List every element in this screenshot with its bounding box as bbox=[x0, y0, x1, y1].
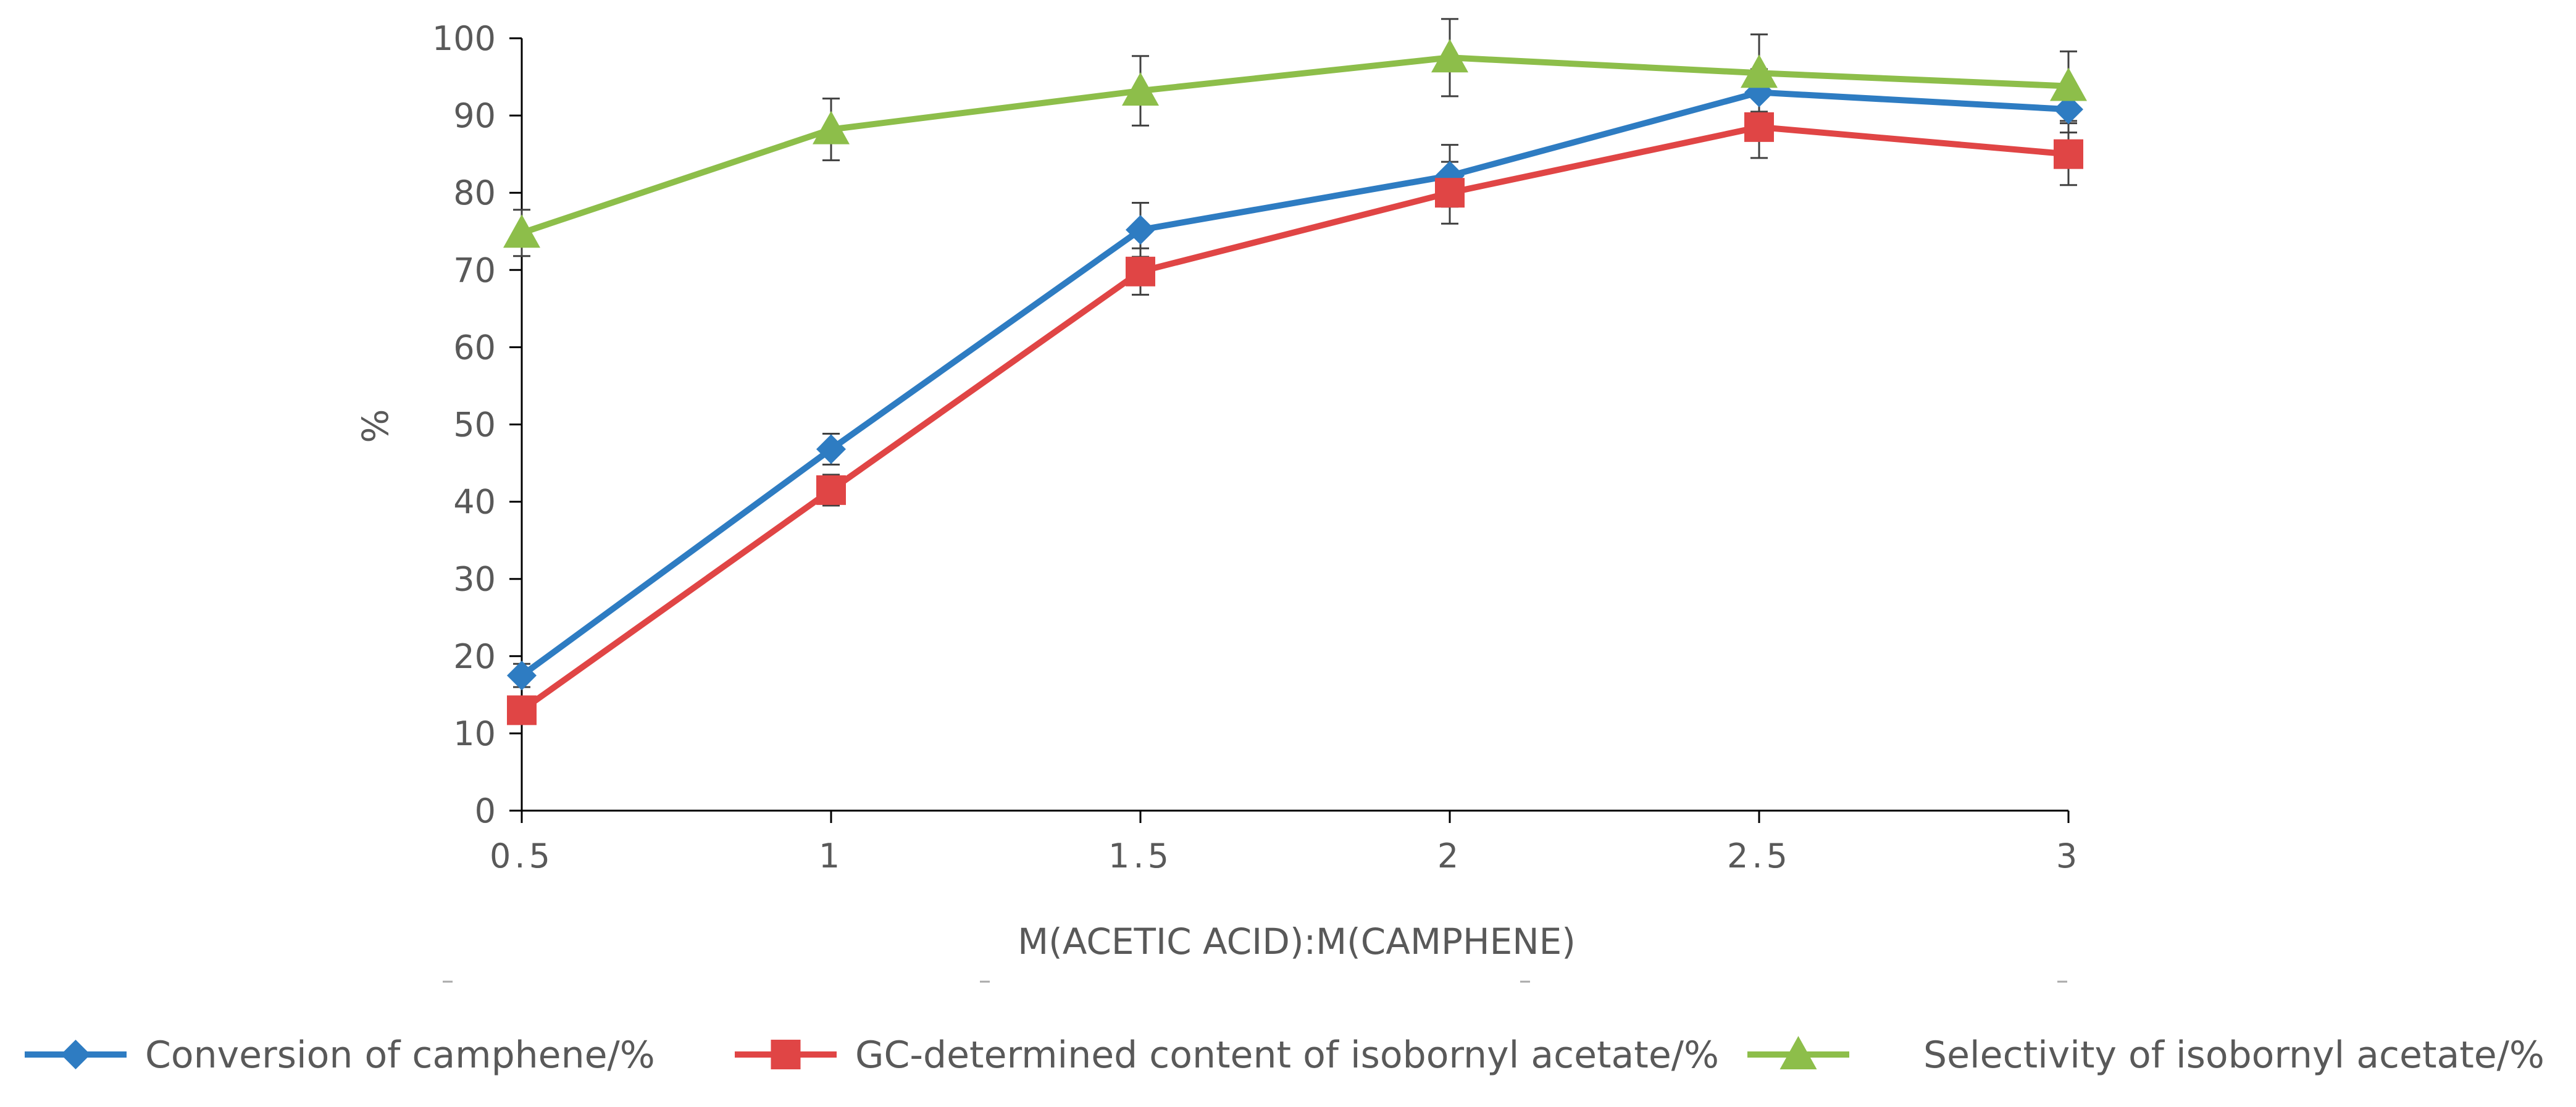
data-point bbox=[507, 695, 537, 725]
legend-marker bbox=[61, 1040, 91, 1069]
y-tick-label: 90 bbox=[453, 96, 496, 135]
data-point bbox=[507, 661, 537, 691]
legend: Conversion of camphene/% GC-determined co… bbox=[25, 1034, 2545, 1077]
y-tick-label: 80 bbox=[453, 173, 496, 212]
y-tick-label: 60 bbox=[453, 328, 496, 367]
data-point bbox=[1126, 256, 1155, 286]
data-point bbox=[2054, 94, 2083, 125]
data-point bbox=[816, 475, 846, 505]
series-line-1 bbox=[520, 123, 2069, 713]
legend-label: Conversion of camphene/% bbox=[145, 1034, 655, 1077]
error-bars bbox=[513, 18, 2077, 723]
x-axis-label: M(ACETIC ACID):M(CAMPHENE) bbox=[1018, 921, 1576, 963]
series-markers bbox=[503, 39, 2087, 725]
series-line-0 bbox=[520, 89, 2069, 679]
series-lines bbox=[520, 54, 2069, 713]
y-tick-label: 40 bbox=[453, 483, 496, 522]
data-point bbox=[813, 111, 850, 144]
y-tick-label: 30 bbox=[453, 560, 496, 599]
data-point bbox=[816, 434, 846, 464]
y-tick-label: 10 bbox=[453, 714, 496, 753]
data-point bbox=[1741, 54, 1778, 88]
x-tick-label: 3 bbox=[2056, 837, 2081, 875]
legend-label: Selectivity of isobornyl acetate/% bbox=[1923, 1034, 2545, 1077]
y-tick-label: 0 bbox=[475, 792, 496, 830]
x-tick-label: 1.5 bbox=[1108, 837, 1173, 875]
legend-marker bbox=[1779, 1036, 1817, 1069]
legend-label: GC-determined content of isobornyl aceta… bbox=[855, 1034, 1719, 1077]
data-point bbox=[503, 214, 540, 248]
y-tick-label: 100 bbox=[432, 19, 496, 58]
data-point bbox=[1122, 72, 1159, 106]
y-tick-label: 70 bbox=[453, 251, 496, 290]
data-point bbox=[1126, 215, 1155, 245]
series-line-2 bbox=[521, 54, 2069, 236]
legend-marker bbox=[771, 1040, 801, 1069]
data-point bbox=[1435, 178, 1465, 208]
x-tick-label: 2.5 bbox=[1727, 837, 1791, 875]
x-tick-label: 0.5 bbox=[490, 837, 554, 875]
y-tick-label: 20 bbox=[453, 637, 496, 676]
data-point bbox=[2054, 139, 2083, 169]
x-tick-label: 2 bbox=[1437, 837, 1462, 875]
data-point bbox=[2050, 67, 2087, 101]
axes: 0 10 20 30 40 50 60 70 80 90 100 0.5 1 1.5 2 2.5 3 bbox=[432, 19, 2081, 983]
x-tick-label: 1 bbox=[819, 837, 843, 875]
data-point bbox=[1744, 112, 1774, 142]
y-axis-label: % bbox=[354, 409, 396, 443]
data-point bbox=[1431, 39, 1468, 73]
y-tick-label: 50 bbox=[453, 406, 496, 445]
